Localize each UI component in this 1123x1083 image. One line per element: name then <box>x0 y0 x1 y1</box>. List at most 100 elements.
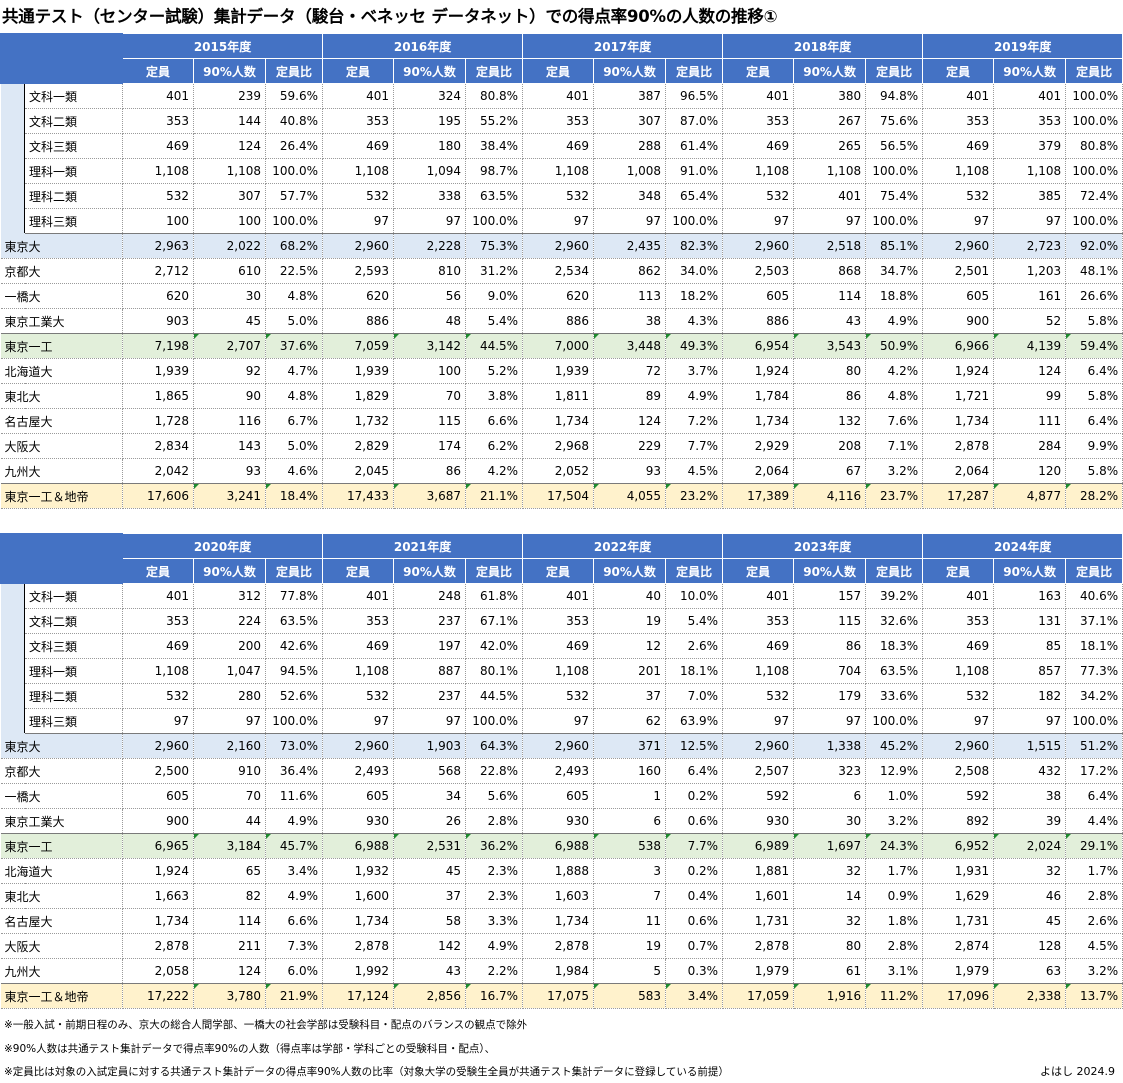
table-cell: 1,601 <box>722 883 795 909</box>
row-label: 東京一工＆地帝 <box>0 983 123 1009</box>
table-cell: 7.7% <box>665 833 724 859</box>
table-cell: 24.3% <box>865 833 924 859</box>
table-cell: 239 <box>193 83 266 109</box>
table-cell: 18.8% <box>865 283 924 309</box>
table-cell: 5.2% <box>465 358 524 384</box>
row-label: 一橋大 <box>0 783 123 809</box>
table-cell: 605 <box>522 783 595 809</box>
table-cell: 2.8% <box>1065 883 1123 909</box>
table-cell: 4.6% <box>265 458 324 484</box>
table-cell: 2,960 <box>522 733 595 759</box>
table-cell: 1,734 <box>522 908 595 934</box>
table-cell: 18.3% <box>865 633 924 659</box>
row-label: 東北大 <box>0 883 123 909</box>
table-cell: 1,888 <box>522 858 595 884</box>
table-cell: 857 <box>993 658 1067 684</box>
table-cell: 7.6% <box>865 408 924 434</box>
row-label: 文科二類 <box>24 608 123 634</box>
table-cell: 2,856 <box>393 983 467 1009</box>
table-cell: 1,784 <box>722 383 795 409</box>
table-cell: 124 <box>993 358 1067 384</box>
table-cell: 100.0% <box>865 708 924 734</box>
table-cell: 1,734 <box>722 408 795 434</box>
table-cell: 2,960 <box>922 233 995 259</box>
table-cell: 97 <box>322 708 395 734</box>
table-cell: 1,924 <box>922 358 995 384</box>
table-cell: 58 <box>393 908 467 934</box>
table-row: 京都大 2,712 610 22.5% 2,593 810 31.2% 2,534 862 34.… <box>0 258 1123 284</box>
table-cell: 97 <box>722 208 795 234</box>
column-header: 90%人数 <box>793 58 867 84</box>
table-cell: 2,834 <box>122 433 194 459</box>
column-header: 定員比 <box>264 558 324 584</box>
table-cell: 401 <box>122 83 194 109</box>
table-cell: 265 <box>793 133 867 159</box>
table-cell: 17,433 <box>322 483 395 509</box>
row-label: 大阪大 <box>0 933 123 959</box>
table-cell: 37 <box>393 883 467 909</box>
table-cell: 2.8% <box>465 808 524 834</box>
table-row: 文科三類 469 124 26.4% 469 180 38.4% 469 288 61.4% 469… <box>1 133 1123 159</box>
table-cell: 80 <box>793 933 867 959</box>
column-header: 定員比 <box>465 58 524 84</box>
table-cell: 75.4% <box>865 183 924 209</box>
table-cell: 4,055 <box>593 483 667 509</box>
table-cell: 42.0% <box>465 633 524 659</box>
table-cell: 387 <box>593 83 667 109</box>
table-cell: 2.8% <box>865 933 924 959</box>
table-cell: 1,108 <box>122 658 194 684</box>
table-cell: 2,960 <box>322 233 395 259</box>
table-cell: 886 <box>522 308 595 334</box>
table-row: 大阪大 2,834 143 5.0% 2,829 174 6.2% 2,968 229 7.7% 2… <box>0 433 1123 459</box>
header-corner <box>0 533 123 584</box>
table-cell: 19 <box>593 608 667 634</box>
table-cell: 17,389 <box>722 483 795 509</box>
table-cell: 18.2% <box>665 283 724 309</box>
table-cell: 3.8% <box>465 383 524 409</box>
table-cell: 80.8% <box>465 83 524 109</box>
table-row: 名古屋大 1,728 116 6.7% 1,732 115 6.6% 1,734 124 7.2%… <box>0 408 1123 434</box>
table-cell: 22.5% <box>265 258 324 284</box>
table-cell: 280 <box>193 683 266 709</box>
column-header: 定員 <box>522 558 595 584</box>
table-cell: 86 <box>793 633 867 659</box>
table-cell: 100.0% <box>1065 83 1123 109</box>
table-row: 京都大 2,500 910 36.4% 2,493 568 22.8% 2,493 160 6.4… <box>0 758 1123 784</box>
table-cell: 100.0% <box>1065 708 1123 734</box>
table-cell: 100 <box>122 208 194 234</box>
table-cell: 33.6% <box>865 683 924 709</box>
table-cell: 1,939 <box>122 358 194 384</box>
table-cell: 4.8% <box>265 383 324 409</box>
table-cell: 14 <box>793 883 867 909</box>
table-cell: 401 <box>522 83 595 109</box>
table-cell: 45 <box>393 858 467 884</box>
table-cell: 32 <box>993 858 1067 884</box>
table-row: 東京一工＆地帝 17,222 3,780 21.9% 17,124 2,856 16.7% 1… <box>0 983 1123 1009</box>
table-cell: 2,045 <box>322 458 395 484</box>
table-cell: 40.8% <box>265 108 324 134</box>
table-cell: 3.2% <box>1065 958 1123 984</box>
table-cell: 6.2% <box>465 433 524 459</box>
year-header: 2023年度 <box>722 533 924 559</box>
table-cell: 42.6% <box>265 633 324 659</box>
table-cell: 4.9% <box>465 933 524 959</box>
table-cell: 22.8% <box>465 758 524 784</box>
table-cell: 532 <box>122 183 194 209</box>
table-cell: 1,924 <box>722 358 795 384</box>
table-cell: 23.7% <box>865 483 924 509</box>
table-cell: 532 <box>522 183 595 209</box>
table-cell: 63 <box>993 958 1067 984</box>
note-1: ※一般入試・前期日程のみ、京大の総合人間学部、一橋大の社会学部は受験科目・配点の… <box>4 1019 528 1031</box>
table-cell: 2,878 <box>922 433 995 459</box>
table-cell: 18.4% <box>265 483 324 509</box>
table-cell: 45.2% <box>865 733 924 759</box>
table-cell: 1,108 <box>722 658 795 684</box>
table-cell: 0.2% <box>665 858 724 884</box>
table-cell: 248 <box>393 583 467 609</box>
page-title: 共通テスト（センター試験）集計データ（駿台・ベネッセ データネット）での得点率9… <box>2 7 778 26</box>
table-cell: 4.8% <box>865 383 924 409</box>
table-row: 大阪大 2,878 211 7.3% 2,878 142 4.9% 2,878 19 0.7% 2,… <box>0 933 1123 959</box>
table-cell: 3.3% <box>465 908 524 934</box>
table-cell: 113 <box>593 283 667 309</box>
table-cell: 52 <box>993 308 1067 334</box>
